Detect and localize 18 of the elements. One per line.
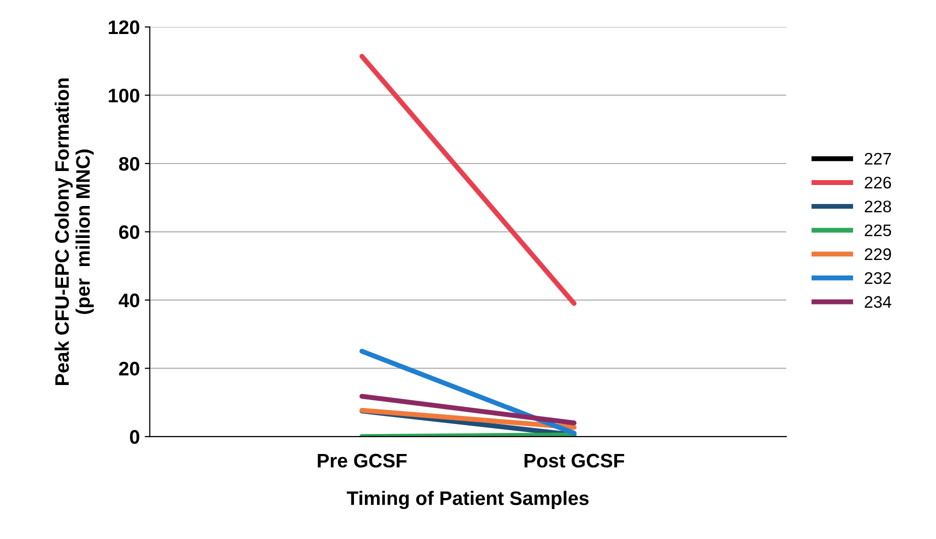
legend-label: 229 xyxy=(864,248,891,260)
legend-label: 234 xyxy=(864,296,892,308)
y-tick-label: 120 xyxy=(108,20,140,34)
y-tick-label: 80 xyxy=(119,156,140,171)
legend-label: 228 xyxy=(864,200,892,212)
x-tick-label: Post GCSF xyxy=(524,454,624,468)
y-axis-title: Peak CFU-EPC Colony Formation (per million MNC) xyxy=(54,78,94,385)
legend-label: 225 xyxy=(864,224,892,236)
legend-label: 226 xyxy=(864,176,892,189)
y-tick-label: 60 xyxy=(119,225,140,240)
x-tick-label: Pre GCSF xyxy=(318,454,407,468)
x-axis-title: Timing of Patient Samples xyxy=(346,490,589,510)
y-tick-label: 100 xyxy=(108,88,140,102)
y-tick-label: 0 xyxy=(130,430,140,444)
legend-label: 227 xyxy=(864,152,891,164)
y-tick-label: 20 xyxy=(119,362,140,376)
y-tick-label: 40 xyxy=(118,294,140,308)
legend-label: 232 xyxy=(864,272,891,284)
